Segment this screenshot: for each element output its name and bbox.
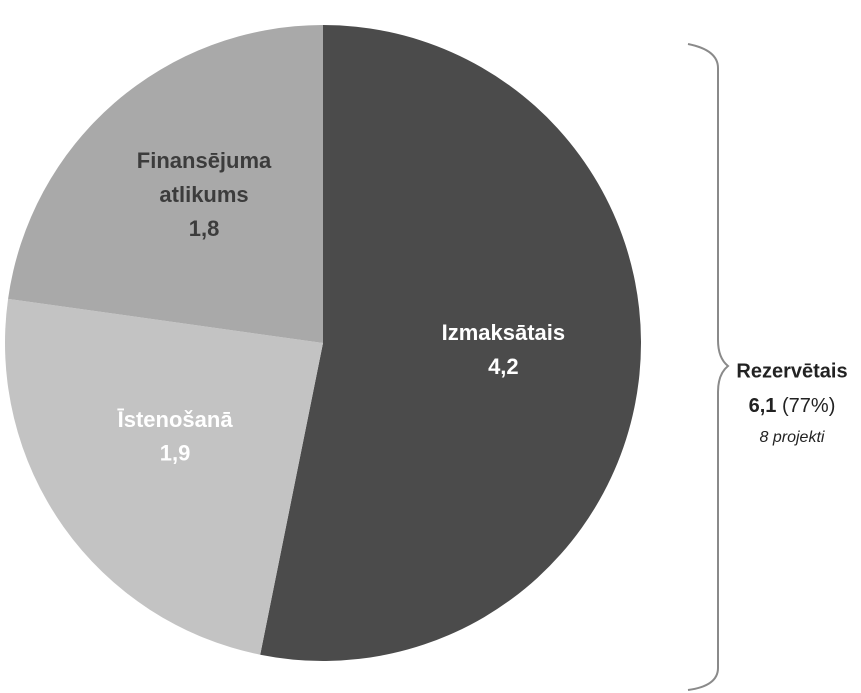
slice-label: Īstenošanā (117, 407, 234, 432)
value-label: 4,2 (488, 354, 519, 379)
annotation-amount: 6,1 (749, 395, 777, 417)
value-label: 1,9 (160, 441, 191, 466)
label-line: Izmaksātais (442, 320, 566, 345)
annotation-share: (77%) (782, 395, 835, 417)
annotation-note: 8 projekti (760, 429, 825, 446)
value-label: 1,8 (189, 216, 220, 241)
label-line: atlikums (159, 182, 248, 207)
slice-label: Izmaksātais (442, 320, 566, 345)
label-line: Īstenošanā (117, 407, 234, 432)
slice-label: Finansējuma atlikums (137, 148, 272, 207)
label-line: Finansējuma (137, 148, 272, 173)
annotation-value: 6,1 (77%) (749, 395, 836, 417)
pie-slice (4, 298, 323, 655)
pie-slice (260, 25, 642, 662)
pie-slice (8, 25, 324, 343)
annotation-title: Rezervētais (736, 360, 847, 382)
bracket (687, 43, 730, 691)
